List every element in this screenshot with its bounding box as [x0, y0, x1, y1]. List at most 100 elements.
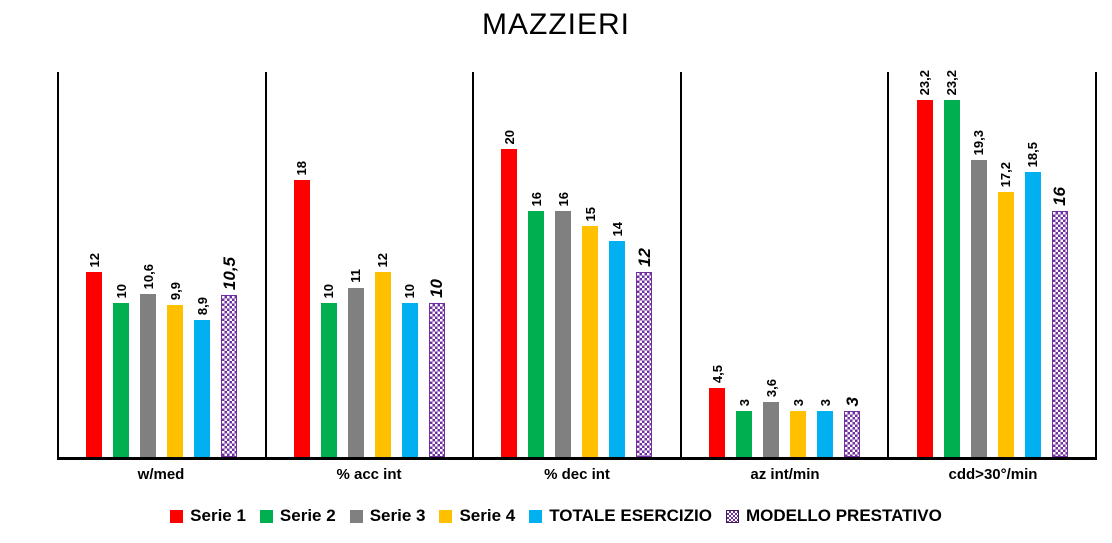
category-group: 4,5 3 3,6 3 3 3 — [682, 72, 890, 457]
bar-value-label: 23,2 — [944, 69, 960, 95]
bar — [1051, 211, 1068, 457]
bar-value-label: 10 — [402, 283, 418, 298]
bar-column: 18,5 — [1024, 72, 1041, 457]
bar — [140, 294, 157, 457]
bar-value-label: 15 — [582, 206, 598, 221]
bar-column: 3 — [843, 72, 862, 457]
bar-value-label: 16 — [555, 191, 571, 206]
bar-column: 18 — [293, 72, 310, 457]
x-axis: w/med % acc int % dec int az int/min cdd>30°… — [57, 466, 1097, 483]
bar-column: 3 — [736, 72, 753, 457]
legend-swatch-icon — [259, 509, 273, 523]
bar — [401, 303, 418, 457]
bar-value-label: 10 — [113, 283, 129, 298]
bar-value-label: 3 — [736, 398, 752, 406]
category-label: az int/min — [750, 466, 820, 483]
bar-value-label: 11 — [348, 269, 364, 283]
category-group: 12 10 10,6 9,9 8,9 10,5 — [59, 72, 267, 457]
legend-item: Serie 2 — [259, 506, 336, 526]
bar-value-label: 16 — [1050, 187, 1070, 206]
bar-value-label: 4,5 — [709, 364, 725, 383]
legend-label: Serie 4 — [459, 506, 516, 525]
bar-value-label: 18 — [294, 160, 310, 175]
category-label: w/med — [137, 466, 185, 483]
bar-value-label: 8,9 — [194, 296, 210, 315]
bar — [113, 303, 130, 457]
bar-column: 10 — [427, 72, 447, 457]
plot-area: 12 10 10,6 9,9 8,9 10,5 18 10 11 12 10 10 20 16 16 15 14… — [57, 69, 1097, 460]
bar — [320, 303, 337, 457]
bar — [194, 320, 211, 457]
bar — [374, 272, 391, 457]
bar — [817, 411, 834, 457]
bar — [1024, 172, 1041, 457]
legend-item: Serie 4 — [439, 506, 515, 526]
bar-column: 23,2 — [943, 69, 960, 457]
bar — [790, 411, 807, 457]
bar-column: 16 — [528, 72, 545, 457]
bar-column: 15 — [582, 72, 599, 457]
bar-column: 12 — [86, 72, 103, 457]
legend-label: Serie 3 — [369, 506, 426, 525]
legend-item: TOTALE ESERCIZIO — [529, 506, 712, 526]
legend-label: TOTALE ESERCIZIO — [549, 506, 712, 525]
bar-column: 10,5 — [219, 72, 239, 457]
bar-column: 17,2 — [997, 72, 1014, 457]
bar — [844, 411, 861, 457]
bar — [970, 160, 987, 457]
bar — [736, 411, 753, 457]
category-label: % dec int — [544, 466, 610, 483]
category-group: 20 16 16 15 14 12 — [474, 72, 682, 457]
chart-title: MAZZIERI — [482, 8, 630, 41]
bar-value-label: 23,2 — [917, 69, 933, 95]
bar — [916, 100, 933, 457]
bar — [293, 180, 310, 457]
bar-column: 8,9 — [194, 72, 211, 457]
bar — [636, 272, 653, 457]
bar — [167, 305, 184, 457]
bar-value-label: 16 — [528, 191, 544, 206]
bar — [609, 241, 626, 457]
legend-swatch-icon — [439, 509, 453, 523]
bar-value-label: 17,2 — [998, 161, 1014, 187]
bar-value-label: 12 — [634, 248, 654, 267]
legend-swatch-icon — [726, 509, 739, 523]
bar-value-label: 12 — [86, 252, 102, 267]
bar-column: 3 — [790, 72, 807, 457]
bar — [86, 272, 103, 457]
bar-value-label: 3 — [790, 398, 806, 406]
bar-value-label: 18,5 — [1025, 141, 1041, 167]
bar-value-label: 10 — [321, 283, 337, 298]
bar — [555, 211, 572, 457]
bar-column: 10 — [401, 72, 418, 457]
bar-value-label: 10 — [427, 279, 447, 298]
legend-swatch-icon — [529, 509, 543, 523]
bar-column: 4,5 — [709, 72, 726, 457]
bar — [997, 192, 1014, 457]
legend-swatch-icon — [349, 509, 363, 523]
bar-column: 16 — [555, 72, 572, 457]
bar-value-label: 3,6 — [763, 378, 779, 397]
bar-column: 19,3 — [970, 72, 987, 457]
bar-column: 12 — [634, 72, 654, 457]
category-group: 23,2 23,2 19,3 17,2 18,5 16 — [889, 69, 1095, 457]
category-group: 18 10 11 12 10 10 — [267, 72, 475, 457]
bar-value-label: 9,9 — [167, 281, 183, 300]
bar — [582, 226, 599, 457]
bar — [221, 295, 238, 457]
category-label: cdd>30°/min — [948, 466, 1038, 483]
bar — [501, 149, 518, 457]
bar-column: 16 — [1050, 72, 1070, 457]
legend-item: Serie 3 — [349, 506, 426, 526]
bar-column: 10 — [320, 72, 337, 457]
bar — [428, 303, 445, 457]
bar-value-label: 10,5 — [219, 256, 239, 290]
bar-column: 3 — [817, 72, 834, 457]
bar — [347, 288, 364, 457]
bar-value-label: 20 — [501, 129, 517, 144]
bar-column: 11 — [347, 72, 364, 457]
legend-label: Serie 1 — [190, 506, 246, 525]
bar-value-label: 12 — [375, 252, 391, 267]
legend-item: MODELLO PRESTATIVO — [726, 506, 942, 526]
